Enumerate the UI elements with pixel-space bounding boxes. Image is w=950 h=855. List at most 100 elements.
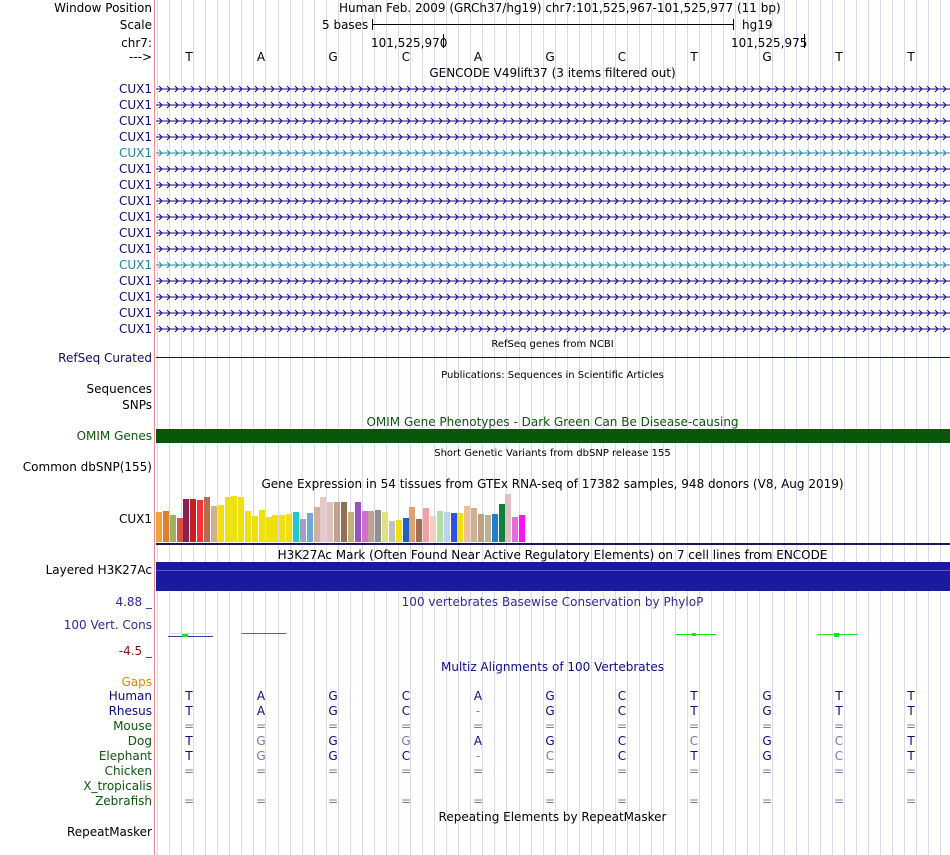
gtex-tissue-bar[interactable] [505, 494, 512, 542]
h3k27ac-signal[interactable] [156, 562, 950, 591]
gtex-tissue-bar[interactable] [402, 518, 409, 542]
omim-track-title[interactable]: OMIM Gene Phenotypes - Dark Green Can Be… [366, 415, 739, 429]
gtex-tissue-bar[interactable] [224, 497, 231, 542]
gencode-transcript-label[interactable]: CUX1 [118, 98, 152, 112]
gtex-tissue-bar[interactable] [251, 516, 258, 542]
gencode-transcript-label[interactable]: CUX1 [118, 194, 152, 208]
gtex-tissue-bar[interactable] [258, 510, 265, 542]
gtex-tissue-bar[interactable] [409, 507, 416, 542]
gtex-tissue-bar[interactable] [334, 502, 341, 542]
gencode-transcript-line[interactable] [156, 261, 950, 269]
gencode-transcript-line[interactable] [156, 133, 950, 141]
gencode-transcript-label[interactable]: CUX1 [118, 114, 152, 128]
gencode-transcript-line[interactable] [156, 213, 950, 221]
gtex-tissue-bar[interactable] [162, 511, 169, 542]
gtex-tissue-bar[interactable] [286, 514, 293, 542]
gtex-tissue-bar[interactable] [320, 497, 327, 542]
h3k27ac-track-label[interactable]: Layered H3K27Ac [45, 563, 152, 577]
snps-group-label[interactable]: SNPs [122, 398, 152, 412]
gtex-tissue-bar[interactable] [347, 512, 354, 542]
gtex-tissue-bar[interactable] [156, 512, 162, 542]
gtex-tissue-bar[interactable] [491, 514, 498, 542]
gtex-tissue-bar[interactable] [498, 504, 505, 542]
gencode-transcript-label[interactable]: CUX1 [118, 306, 152, 320]
gencode-transcript-label[interactable]: CUX1 [118, 82, 152, 96]
gtex-tissue-bar[interactable] [450, 513, 457, 542]
gencode-transcript-line[interactable] [156, 293, 950, 301]
gtex-tissue-bar[interactable] [306, 513, 313, 542]
gtex-tissue-bar[interactable] [464, 506, 471, 542]
gtex-tissue-bar[interactable] [299, 519, 306, 542]
multiz-species-label[interactable]: Elephant [98, 749, 152, 763]
gtex-tissue-bar[interactable] [340, 502, 347, 542]
gtex-tissue-bar[interactable] [512, 517, 519, 542]
gencode-transcript-line[interactable] [156, 85, 950, 93]
gencode-transcript-label[interactable]: CUX1 [118, 274, 152, 288]
gtex-tissue-bar[interactable] [388, 521, 395, 542]
gtex-tissue-bar[interactable] [457, 513, 464, 542]
multiz-species-label[interactable]: X_tropicalis [83, 779, 152, 793]
gencode-track-title[interactable]: GENCODE V49lift37 (3 items filtered out) [429, 66, 676, 80]
multiz-species-label[interactable]: Dog [127, 734, 152, 748]
gencode-transcript-line[interactable] [156, 101, 950, 109]
gencode-transcript-line[interactable] [156, 325, 950, 333]
gencode-transcript-line[interactable] [156, 309, 950, 317]
gtex-tissue-bar[interactable] [327, 502, 334, 542]
gtex-tissue-bar[interactable] [375, 510, 382, 542]
gtex-tissue-bar[interactable] [443, 512, 450, 542]
multiz-species-label[interactable]: Human [108, 689, 152, 703]
omim-gene-bar[interactable] [156, 429, 950, 443]
repeatmasker-track-title[interactable]: Repeating Elements by RepeatMasker [438, 810, 667, 824]
gtex-tissue-bar[interactable] [190, 499, 197, 542]
gencode-transcript-label[interactable]: CUX1 [118, 210, 152, 224]
gencode-transcript-line[interactable] [156, 197, 950, 205]
gtex-tissue-bar[interactable] [395, 520, 402, 542]
gtex-track-label[interactable]: CUX1 [118, 512, 152, 526]
multiz-species-label[interactable]: Zebrafish [95, 794, 152, 808]
refseq-track-title[interactable]: RefSeq genes from NCBI [491, 339, 614, 350]
gencode-transcript-line[interactable] [156, 117, 950, 125]
gencode-transcript-label[interactable]: CUX1 [118, 162, 152, 176]
refseq-gene-line[interactable] [156, 357, 950, 358]
gtex-track-title[interactable]: Gene Expression in 54 tissues from GTEx … [261, 477, 844, 491]
gtex-bar-chart[interactable] [156, 492, 950, 542]
gtex-tissue-bar[interactable] [368, 511, 375, 542]
multiz-track-title[interactable]: Multiz Alignments of 100 Vertebrates [440, 660, 665, 674]
gtex-tissue-bar[interactable] [238, 497, 245, 542]
gtex-tissue-bar[interactable] [416, 519, 423, 542]
gtex-tissue-bar[interactable] [423, 508, 430, 542]
gtex-tissue-bar[interactable] [231, 496, 238, 542]
gtex-tissue-bar[interactable] [361, 511, 368, 542]
gtex-tissue-bar[interactable] [197, 500, 204, 542]
gencode-transcript-line[interactable] [156, 229, 950, 237]
gencode-transcript-label[interactable]: CUX1 [118, 146, 152, 160]
conservation-track-label[interactable]: 100 Vert. Cons [63, 618, 152, 632]
gencode-transcript-label[interactable]: CUX1 [118, 178, 152, 192]
gtex-tissue-bar[interactable] [183, 499, 190, 542]
gencode-transcript-line[interactable] [156, 149, 950, 157]
gtex-tissue-bar[interactable] [217, 505, 224, 542]
gtex-tissue-bar[interactable] [313, 507, 320, 542]
gencode-transcript-label[interactable]: CUX1 [118, 242, 152, 256]
gencode-transcript-label[interactable]: CUX1 [118, 226, 152, 240]
multiz-species-label[interactable]: Mouse [113, 719, 152, 733]
gtex-tissue-bar[interactable] [272, 515, 279, 542]
dbsnp-track-label[interactable]: Common dbSNP(155) [22, 460, 152, 474]
gtex-tissue-bar[interactable] [471, 508, 478, 542]
gtex-tissue-bar[interactable] [210, 506, 217, 542]
dbsnp-track-title[interactable]: Short Genetic Variants from dbSNP releas… [434, 448, 671, 459]
gtex-tissue-bar[interactable] [436, 511, 443, 542]
gencode-transcript-line[interactable] [156, 277, 950, 285]
gencode-transcript-label[interactable]: CUX1 [118, 130, 152, 144]
conservation-track-title[interactable]: 100 vertebrates Basewise Conservation by… [401, 595, 704, 609]
gencode-transcript-label[interactable]: CUX1 [118, 258, 152, 272]
gencode-transcript-label[interactable]: CUX1 [118, 290, 152, 304]
publications-track-label[interactable]: Sequences [86, 382, 152, 396]
publications-track-title[interactable]: Publications: Sequences in Scientific Ar… [441, 370, 664, 381]
gtex-tissue-bar[interactable] [382, 512, 389, 542]
gtex-tissue-bar[interactable] [477, 514, 484, 542]
gencode-transcript-line[interactable] [156, 181, 950, 189]
multiz-species-label[interactable]: Rhesus [108, 704, 152, 718]
gtex-tissue-bar[interactable] [203, 497, 210, 542]
gtex-tissue-bar[interactable] [245, 511, 252, 542]
